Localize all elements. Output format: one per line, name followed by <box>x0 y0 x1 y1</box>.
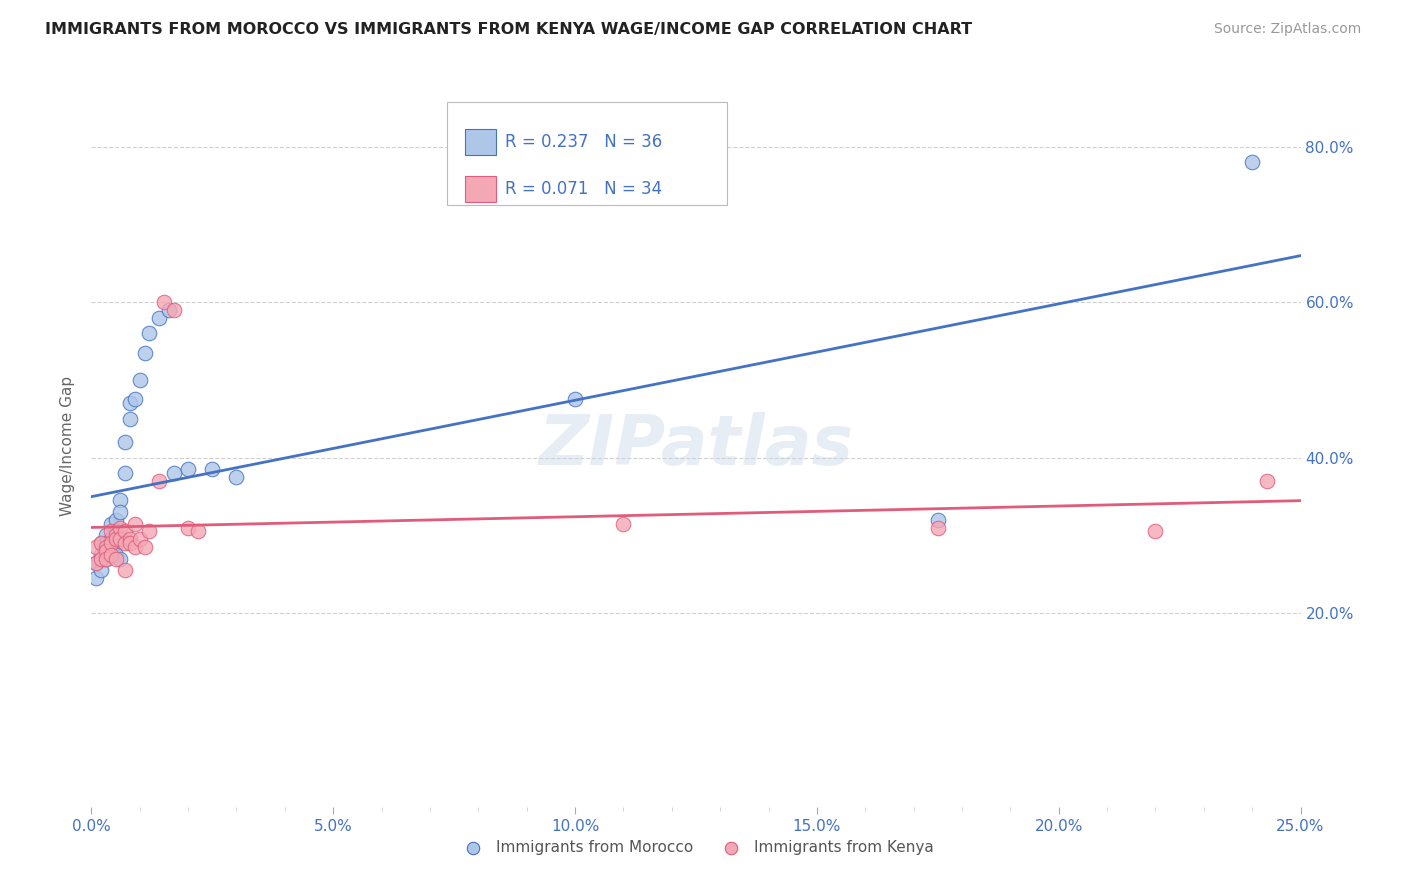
Point <box>1144 524 1167 539</box>
Point <box>110 551 132 566</box>
Point <box>124 392 146 407</box>
Point <box>177 520 200 534</box>
Point <box>114 524 136 539</box>
Point <box>90 536 112 550</box>
Point <box>90 536 112 550</box>
Point <box>104 528 127 542</box>
Point <box>128 373 150 387</box>
Point <box>114 536 136 550</box>
Point <box>114 435 136 450</box>
Point <box>177 462 200 476</box>
Point <box>110 505 132 519</box>
Point <box>94 544 117 558</box>
Text: IMMIGRANTS FROM MOROCCO VS IMMIGRANTS FROM KENYA WAGE/INCOME GAP CORRELATION CHA: IMMIGRANTS FROM MOROCCO VS IMMIGRANTS FR… <box>45 22 972 37</box>
Point <box>94 544 117 558</box>
Point <box>84 571 107 585</box>
Point <box>110 533 132 547</box>
Point <box>104 548 127 562</box>
Point <box>162 466 184 480</box>
Point <box>564 392 586 407</box>
Point <box>100 536 122 550</box>
Point <box>100 516 122 531</box>
Point <box>90 551 112 566</box>
Point <box>134 540 156 554</box>
Point <box>120 396 142 410</box>
Point <box>94 540 117 554</box>
Point <box>100 548 122 562</box>
Point <box>124 516 146 531</box>
Point <box>104 513 127 527</box>
Point <box>104 533 127 547</box>
Point <box>104 536 127 550</box>
Point <box>120 533 142 547</box>
Point <box>104 551 127 566</box>
Point <box>157 303 180 318</box>
Point <box>84 556 107 570</box>
Y-axis label: Wage/Income Gap: Wage/Income Gap <box>60 376 76 516</box>
Point <box>110 493 132 508</box>
Point <box>110 520 132 534</box>
Point <box>94 551 117 566</box>
Point <box>162 303 184 318</box>
Point <box>90 563 112 577</box>
Point <box>134 345 156 359</box>
Point <box>120 412 142 426</box>
Text: R = 0.071   N = 34: R = 0.071 N = 34 <box>505 179 662 198</box>
Point <box>94 551 117 566</box>
Point <box>138 326 160 341</box>
Point <box>120 536 142 550</box>
Point <box>612 516 634 531</box>
Point <box>225 470 247 484</box>
Point <box>90 548 112 562</box>
Point <box>187 524 209 539</box>
Point <box>124 540 146 554</box>
Point <box>84 556 107 570</box>
Point <box>927 513 949 527</box>
Point <box>100 533 122 547</box>
Point <box>84 540 107 554</box>
Point <box>201 462 224 476</box>
Point <box>100 540 122 554</box>
Legend: Immigrants from Morocco, Immigrants from Kenya: Immigrants from Morocco, Immigrants from… <box>451 834 941 861</box>
Point <box>148 474 170 488</box>
Text: ZIPatlas: ZIPatlas <box>538 412 853 480</box>
Point <box>100 524 122 539</box>
Point <box>114 563 136 577</box>
Text: R = 0.237   N = 36: R = 0.237 N = 36 <box>505 133 662 151</box>
Point <box>1256 474 1278 488</box>
Point <box>94 536 117 550</box>
Point <box>114 466 136 480</box>
Point <box>128 533 150 547</box>
Point <box>1241 155 1264 169</box>
Point <box>153 295 176 310</box>
Point <box>94 528 117 542</box>
Point <box>104 524 127 539</box>
Point <box>927 520 949 534</box>
Point <box>148 310 170 325</box>
Point <box>138 524 160 539</box>
Text: Source: ZipAtlas.com: Source: ZipAtlas.com <box>1213 22 1361 37</box>
